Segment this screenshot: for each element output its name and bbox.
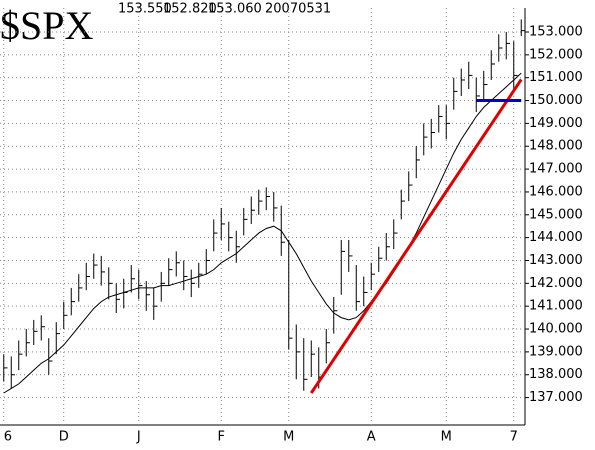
y-tick-label: 138.000 — [529, 367, 583, 382]
y-tick-label: 139.000 — [529, 344, 583, 359]
x-tick-label: A — [367, 430, 376, 445]
x-tick-label: J — [136, 430, 141, 445]
line-series — [3, 72, 522, 394]
y-tick-label: 149.000 — [529, 116, 583, 131]
x-tick-label: M — [283, 430, 294, 445]
y-tick-label: 153.000 — [529, 24, 583, 39]
quote-date: 20070531 — [265, 2, 331, 17]
y-tick-label: 137.000 — [529, 390, 583, 405]
y-tick-label: 151.000 — [529, 70, 583, 85]
x-tick-label: F — [218, 430, 225, 445]
y-tick-label: 144.000 — [529, 230, 583, 245]
y-tick-label: 143.000 — [529, 253, 583, 268]
y-tick-label: 145.000 — [529, 207, 583, 222]
y-tick-label: 150.000 — [529, 93, 583, 108]
x-tick-label: 6 — [4, 430, 12, 445]
quote-close: 153.060 — [208, 2, 262, 17]
y-tick-label: 146.000 — [529, 184, 583, 199]
line-series — [310, 78, 523, 394]
chart-title: $SPX — [0, 3, 93, 48]
y-tick-label: 142.000 — [529, 276, 583, 291]
y-tick-label: 147.000 — [529, 162, 583, 177]
y-tick-label: 140.000 — [529, 322, 583, 337]
quote-high: 153.550 — [118, 2, 172, 17]
quote-low: 152.820 — [163, 2, 217, 17]
x-tick-label: D — [59, 430, 69, 445]
y-tick-label: 141.000 — [529, 299, 583, 314]
x-tick-label: 7 — [510, 430, 518, 445]
y-tick-label: 148.000 — [529, 139, 583, 154]
x-tick-label: M — [441, 430, 452, 445]
y-tick-label: 152.000 — [529, 47, 583, 62]
